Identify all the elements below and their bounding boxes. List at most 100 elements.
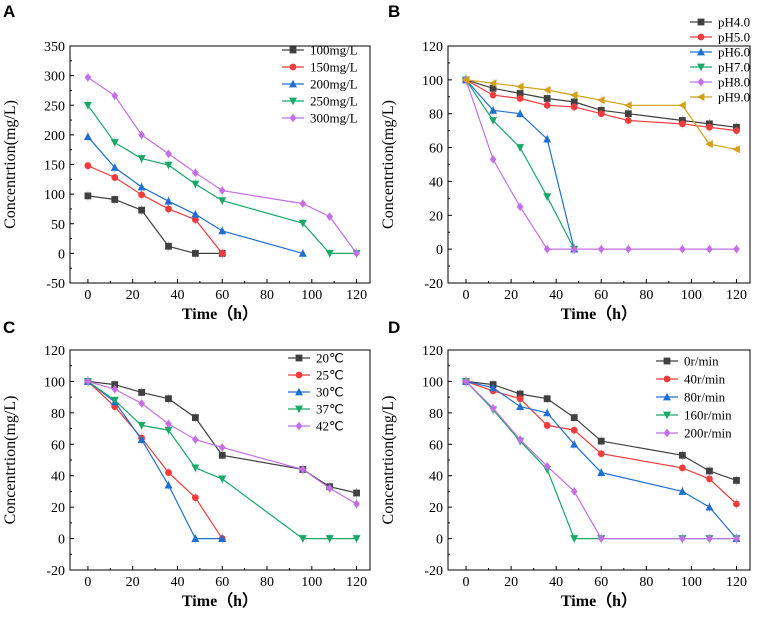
legend-label: 160r/min bbox=[684, 408, 732, 423]
data-point bbox=[543, 95, 551, 102]
data-point bbox=[164, 480, 173, 489]
legend-marker bbox=[663, 375, 671, 383]
data-point bbox=[516, 90, 524, 97]
data-point bbox=[570, 98, 578, 106]
data-point bbox=[570, 426, 578, 434]
data-point bbox=[326, 212, 334, 221]
data-point bbox=[543, 193, 552, 201]
series-line bbox=[465, 380, 737, 540]
x-axis-label-c: Time（h） bbox=[182, 592, 258, 610]
y-tick-label: -20 bbox=[424, 277, 443, 292]
y-tick-label: 60 bbox=[429, 438, 443, 453]
data-point bbox=[191, 168, 199, 177]
legend-a: 100mg/L 150mg/L 200mg/L 250mg/L 300mg/L bbox=[282, 43, 358, 126]
data-point bbox=[218, 443, 226, 452]
series-line bbox=[87, 165, 223, 254]
series-line bbox=[465, 380, 737, 540]
data-point bbox=[165, 205, 172, 213]
data-point bbox=[352, 535, 361, 543]
data-point bbox=[191, 464, 200, 473]
legend-marker bbox=[697, 77, 705, 87]
series-c-3 bbox=[83, 376, 361, 544]
series-a-1 bbox=[84, 160, 226, 259]
y-tick-label: 200 bbox=[44, 129, 65, 144]
series-b-4 bbox=[462, 74, 740, 255]
x-tick-label: 80 bbox=[260, 575, 274, 590]
data-point bbox=[597, 450, 605, 458]
data-point bbox=[597, 244, 605, 254]
x-tick-label: 60 bbox=[594, 288, 608, 303]
data-point bbox=[191, 210, 200, 218]
y-tick-label: 250 bbox=[44, 99, 65, 114]
series-b-5 bbox=[461, 74, 740, 155]
data-point bbox=[597, 534, 605, 543]
y-tick-label: 0 bbox=[436, 243, 443, 258]
legend-label: 25℃ bbox=[316, 368, 344, 383]
data-point bbox=[516, 402, 525, 410]
data-point bbox=[542, 86, 551, 95]
legend-c: 20℃ 25℃ 30℃ 37℃ 42℃ bbox=[288, 351, 344, 434]
legend-marker bbox=[295, 371, 303, 379]
data-point bbox=[165, 395, 172, 403]
data-point bbox=[298, 535, 307, 543]
series-line bbox=[87, 136, 303, 254]
legend-marker bbox=[697, 18, 705, 26]
panel-letter-c: C bbox=[3, 318, 15, 337]
data-point bbox=[678, 120, 686, 128]
data-point bbox=[191, 435, 199, 444]
data-point bbox=[138, 399, 146, 408]
y-axis-label-d: Concentrtion(mg/L) bbox=[380, 396, 397, 525]
legend-d: 0r/min 40r/min 80r/min 160r/min 200r/min bbox=[656, 354, 732, 441]
data-point bbox=[325, 249, 334, 258]
data-point bbox=[137, 422, 146, 430]
data-point bbox=[597, 96, 605, 105]
data-point bbox=[624, 110, 632, 118]
y-tick-label: 20 bbox=[429, 501, 443, 516]
data-point bbox=[164, 161, 173, 170]
y-tick-label: 100 bbox=[44, 188, 65, 203]
data-point bbox=[138, 389, 146, 396]
data-point bbox=[733, 500, 740, 508]
x-tick-label: 0 bbox=[84, 288, 91, 303]
series-line bbox=[87, 195, 223, 254]
x-tick-label: 100 bbox=[681, 575, 702, 590]
x-tick-label: 0 bbox=[463, 575, 470, 590]
series-c-1 bbox=[84, 376, 226, 544]
legend-label: pH8.0 bbox=[718, 75, 750, 90]
data-point bbox=[543, 101, 551, 109]
data-point bbox=[678, 101, 686, 110]
x-tick-label: 20 bbox=[504, 288, 518, 303]
legend-marker bbox=[295, 405, 303, 414]
y-tick-label: 80 bbox=[429, 108, 443, 123]
y-tick-label: 40 bbox=[429, 175, 443, 190]
data-point bbox=[515, 82, 524, 91]
data-point bbox=[543, 408, 552, 417]
y-tick-label: 0 bbox=[436, 533, 443, 548]
x-tick-label: 100 bbox=[301, 288, 322, 303]
legend-label: pH9.0 bbox=[718, 90, 750, 105]
series-d-4 bbox=[462, 376, 740, 544]
y-tick-label: 0 bbox=[58, 533, 65, 548]
data-point bbox=[570, 440, 579, 448]
legend-marker bbox=[697, 47, 705, 56]
y-tick-label: 20 bbox=[51, 501, 65, 516]
data-point bbox=[678, 464, 686, 472]
data-point bbox=[191, 216, 199, 224]
data-point bbox=[165, 149, 172, 159]
data-point bbox=[733, 244, 740, 254]
legend-label: 20℃ bbox=[316, 351, 344, 366]
data-point bbox=[705, 140, 713, 149]
y-tick-label: 0 bbox=[58, 247, 65, 262]
data-point bbox=[137, 435, 146, 443]
y-tick-label: 150 bbox=[44, 159, 65, 174]
y-tick-label: -50 bbox=[46, 277, 65, 292]
data-point bbox=[298, 219, 307, 228]
data-point bbox=[110, 396, 119, 405]
data-point bbox=[516, 435, 524, 444]
series-line bbox=[465, 79, 737, 128]
legend-label: 30℃ bbox=[316, 385, 344, 400]
data-point bbox=[705, 502, 714, 511]
data-point bbox=[489, 84, 497, 92]
data-point bbox=[299, 199, 307, 208]
